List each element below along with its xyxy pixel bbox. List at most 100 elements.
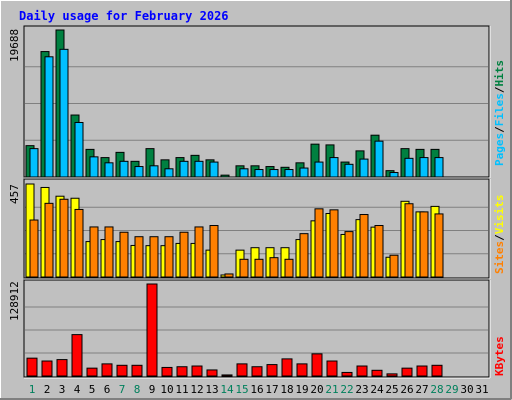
sites-bar bbox=[254, 258, 264, 278]
files-bar bbox=[434, 157, 444, 178]
sites-bar bbox=[179, 231, 189, 278]
chart-title: Daily usage for February 2026 bbox=[19, 9, 229, 23]
sites-bar bbox=[164, 236, 174, 278]
files-bar bbox=[74, 121, 84, 178]
legend-visits: Visits bbox=[493, 195, 506, 235]
day-label: 19 bbox=[295, 383, 308, 396]
sites-bar bbox=[434, 213, 444, 278]
kbytes-bar bbox=[71, 334, 83, 377]
y-max-label-visits: 457 bbox=[8, 184, 21, 204]
files-bar bbox=[359, 158, 369, 178]
kbytes-bar bbox=[431, 364, 443, 377]
legend-bottom: KBytes bbox=[493, 336, 506, 376]
day-label: 12 bbox=[190, 383, 203, 396]
sites-bar bbox=[389, 254, 399, 278]
sites-bar bbox=[239, 258, 249, 278]
legend-sep: / bbox=[493, 234, 506, 241]
files-bar bbox=[89, 156, 99, 178]
day-label: 1 bbox=[29, 383, 36, 396]
sites-bar bbox=[134, 236, 144, 278]
sites-bar bbox=[374, 225, 384, 278]
day-label: 6 bbox=[104, 383, 111, 396]
files-bar bbox=[59, 48, 69, 178]
files-bar bbox=[239, 168, 249, 178]
day-label: 15 bbox=[235, 383, 248, 396]
files-bar bbox=[44, 56, 54, 178]
kbytes-bar bbox=[386, 373, 398, 377]
files-bar bbox=[389, 172, 399, 178]
kbytes-bar bbox=[41, 360, 53, 377]
sites-bar bbox=[269, 257, 279, 278]
legend-sep: / bbox=[493, 86, 506, 93]
legend-files: Files bbox=[493, 93, 506, 126]
kbytes-bar bbox=[401, 367, 413, 377]
files-bar bbox=[374, 140, 384, 178]
files-bar bbox=[209, 161, 219, 178]
sites-bar bbox=[44, 202, 54, 278]
day-label: 10 bbox=[160, 383, 173, 396]
kbytes-bar bbox=[311, 353, 323, 377]
files-bar bbox=[299, 167, 309, 178]
day-label: 8 bbox=[134, 383, 141, 396]
files-bar bbox=[29, 148, 39, 178]
sites-bar bbox=[149, 236, 159, 278]
files-bar bbox=[164, 168, 174, 178]
files-bar bbox=[314, 161, 324, 178]
kbytes-bar bbox=[56, 359, 68, 377]
day-label: 18 bbox=[280, 383, 293, 396]
kbytes-bar bbox=[296, 363, 308, 377]
day-label: 24 bbox=[370, 383, 384, 396]
sites-bar bbox=[314, 208, 324, 278]
kbytes-bar bbox=[326, 360, 338, 377]
kbytes-bar bbox=[356, 365, 368, 377]
kbytes-bar bbox=[281, 358, 293, 377]
files-bar bbox=[149, 165, 159, 178]
day-label: 17 bbox=[265, 383, 278, 396]
files-bar bbox=[329, 157, 339, 178]
kbytes-bar bbox=[146, 283, 158, 377]
sites-bar bbox=[404, 203, 414, 278]
day-labels: 1 2 3 4 5 6 7 8 9 10 11 12 13 14 15 16 17 18 19 20 21 22 23 24 2… bbox=[29, 383, 489, 396]
day-label: 29 bbox=[445, 383, 458, 396]
day-label: 13 bbox=[205, 383, 218, 396]
y-max-label-kbytes: 128912 bbox=[8, 281, 21, 321]
day-label: 26 bbox=[400, 383, 413, 396]
kbytes-bar bbox=[341, 371, 353, 377]
day-label: 2 bbox=[44, 383, 51, 396]
kbytes-bar bbox=[101, 363, 113, 377]
kbytes-bar bbox=[161, 366, 173, 377]
hits-files-panel bbox=[23, 25, 491, 179]
hits-bar bbox=[220, 174, 230, 178]
files-bar bbox=[284, 169, 294, 178]
sites-bar bbox=[299, 233, 309, 278]
day-label: 14 bbox=[220, 383, 234, 396]
kbytes-bar bbox=[116, 364, 128, 377]
kbytes-bar bbox=[236, 363, 248, 377]
files-bar bbox=[404, 157, 414, 178]
legend-hits: Hits bbox=[493, 60, 506, 87]
kbytes-bar bbox=[221, 374, 233, 377]
day-label: 4 bbox=[74, 383, 81, 396]
kbytes-panel bbox=[23, 279, 491, 379]
day-label: 25 bbox=[385, 383, 398, 396]
day-label: 20 bbox=[310, 383, 323, 396]
files-bar bbox=[194, 160, 204, 178]
kbytes-bar bbox=[86, 367, 98, 377]
files-bar bbox=[419, 157, 429, 178]
y-max-label-hits: 19688 bbox=[8, 29, 21, 62]
sites-bar bbox=[359, 214, 369, 278]
files-bar bbox=[179, 160, 189, 178]
sites-bar bbox=[119, 231, 129, 278]
legend-sites: Sites bbox=[493, 241, 506, 274]
kbytes-bar bbox=[416, 365, 428, 377]
sites-bar bbox=[59, 198, 69, 278]
sites-bar bbox=[74, 208, 84, 278]
day-label: 28 bbox=[430, 383, 443, 396]
legend-top: Pages/Files/Hits bbox=[493, 60, 506, 166]
day-label: 7 bbox=[119, 383, 126, 396]
day-label: 3 bbox=[59, 383, 66, 396]
kbytes-bar bbox=[191, 365, 203, 377]
legend-kbytes: KBytes bbox=[493, 336, 506, 376]
files-bar bbox=[104, 162, 114, 178]
